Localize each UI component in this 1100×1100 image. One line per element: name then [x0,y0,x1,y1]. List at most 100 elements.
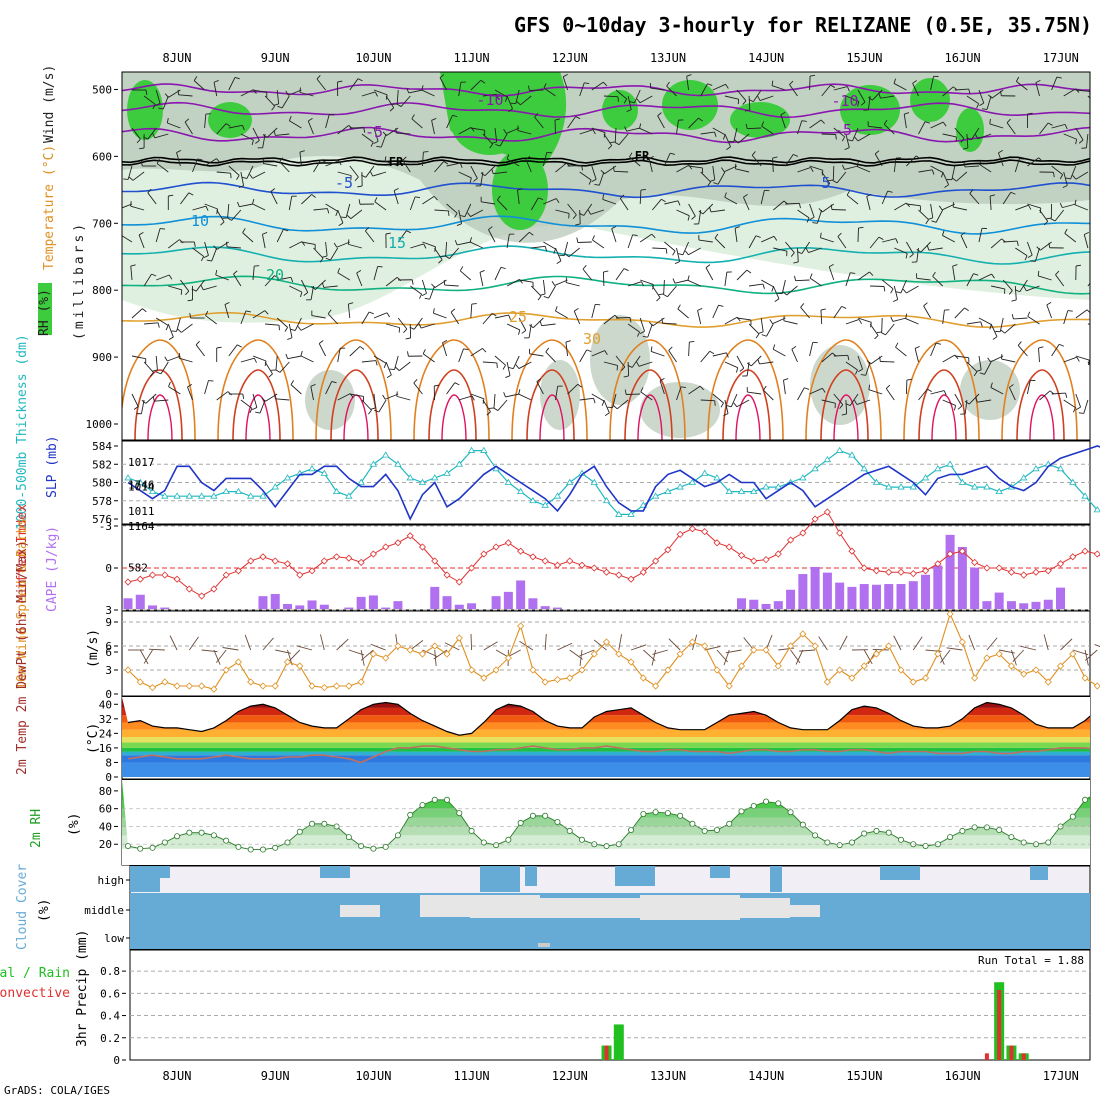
data-point [283,658,292,666]
data-point [1081,674,1089,682]
data-point [1093,682,1100,690]
data-point [983,564,991,572]
data-point [590,478,598,485]
upper-air-panel: -10 -5 -5 -10 -5 5 10 15 20 25 30 FR FR 500 600 700 800… [37,65,1091,441]
data-point [1020,670,1028,678]
data-point [259,492,267,499]
data-point [259,682,267,690]
cape-bar [258,596,268,609]
data-point [958,638,966,646]
data-point [726,820,733,827]
data-point [345,492,353,499]
cape-bar [148,605,158,609]
y-tick-label: 0 [105,688,112,701]
cape-bar [761,604,771,609]
data-point [124,578,132,586]
data-point [198,829,205,836]
data-point [148,487,157,495]
data-point [321,820,328,827]
data-point [811,515,819,523]
data-point [934,560,942,568]
data-point [1044,567,1052,575]
cape-tick-label: 582 [128,562,148,575]
data-point [1082,796,1089,803]
precip-panel: 0.8 0.6 0.4 0.2 0 Run Total = 1.88 Total / R… [0,930,1091,1067]
rh-axis-label: RH (%) [37,289,52,336]
cape-bar [1006,601,1016,609]
data-point [1020,571,1028,579]
cape-bar [773,601,783,609]
data-point [909,678,917,686]
data-point [823,678,831,686]
top-date-label: 8JUN [163,51,192,65]
bottom-date-label: 14JUN [748,1069,784,1083]
isotherm-label: -5 [335,174,353,192]
data-point [627,658,635,666]
data-point [590,564,598,572]
data-point [566,478,574,485]
y-tick-label: 900 [92,351,112,364]
data-point [443,571,451,579]
data-point [983,483,991,490]
data-point [995,487,1003,495]
data-point [615,571,623,579]
data-point [664,810,671,817]
data-point [676,483,684,490]
cape-bar [160,607,170,609]
y-tick-label: 800 [92,284,112,297]
data-point [210,685,218,693]
data-point [959,827,966,834]
data-point [308,682,316,690]
data-point [664,546,672,554]
data-point [235,843,242,850]
data-point [406,532,414,540]
freezing-level-label: FR [389,155,404,169]
data-point [492,543,500,551]
data-point [529,666,537,674]
data-point [480,550,488,558]
data-point [283,474,292,481]
data-point [983,654,991,662]
data-point [357,678,365,686]
y-tick-label: 578 [92,495,112,508]
y-tick-label: 20 [99,838,112,851]
cape-bar [123,598,133,609]
data-point [333,553,341,561]
cape-bar [135,594,145,609]
data-point [676,530,684,538]
data-point [873,827,880,834]
data-point [676,650,684,658]
cloud-level-label: high [98,874,125,887]
isotherm-label: -10 [476,91,503,109]
data-point [529,812,536,819]
cape-bar [786,589,796,609]
data-point [320,469,329,476]
data-point [639,501,648,508]
data-point [259,846,266,853]
data-point [725,543,733,551]
data-point [602,638,611,646]
data-point [921,567,930,575]
data-point [394,539,402,547]
data-point [553,676,562,684]
cape-bar [810,566,820,609]
cape-bar [822,572,832,609]
data-point [185,492,194,499]
data-point [578,666,586,674]
data-point [885,829,892,836]
y-tick-label: 0.4 [100,1010,120,1023]
data-point [1081,547,1089,555]
data-point [541,501,549,508]
data-point [860,465,868,472]
data-point [308,465,316,472]
top-date-label: 13JUN [650,51,686,65]
cape-bar [1043,599,1053,609]
data-point [1093,506,1100,513]
cloud-cover-panel: high middle low Cloud Cover (%) [15,864,1091,950]
data-point [222,571,230,579]
cape-bar [552,607,562,609]
data-point [456,810,463,817]
data-point [234,487,243,495]
data-point [517,547,525,555]
